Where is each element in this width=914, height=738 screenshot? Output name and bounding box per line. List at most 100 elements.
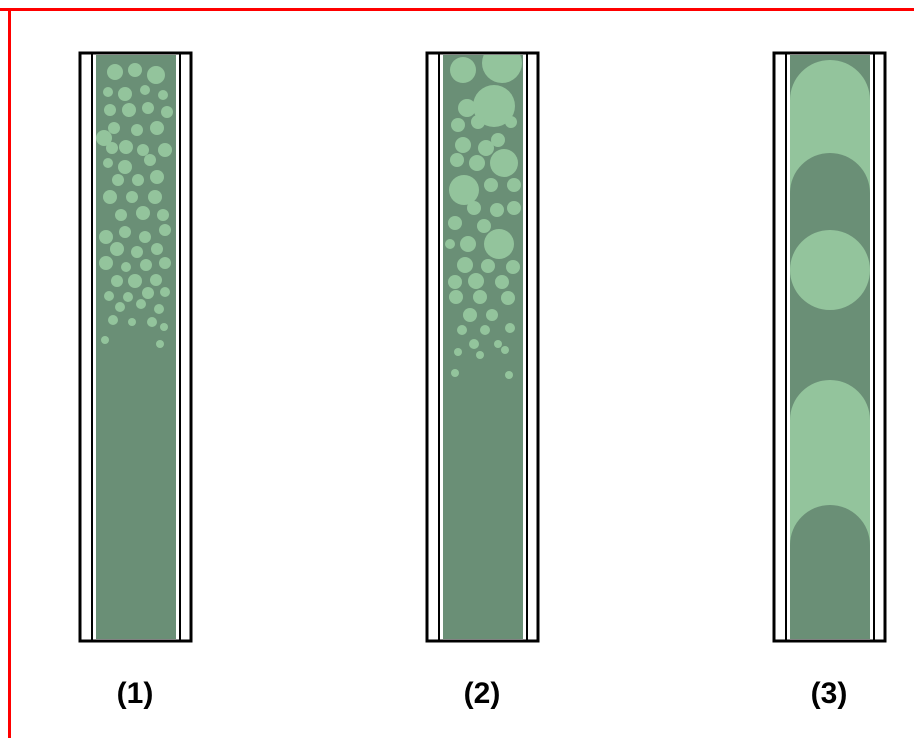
tube-1-bubble bbox=[128, 274, 142, 288]
tube-1-bubble bbox=[110, 242, 124, 256]
tube-2-bubble bbox=[491, 133, 505, 147]
tube-2-bubble bbox=[484, 178, 498, 192]
tube-1-bubble bbox=[151, 243, 163, 255]
tube-1-bubble bbox=[148, 190, 162, 204]
tube-1-bubble bbox=[131, 124, 143, 136]
tube-1-bubble bbox=[136, 299, 146, 309]
tube-1-bubble bbox=[139, 231, 151, 243]
tube-2-bubble bbox=[506, 260, 520, 274]
tube-1-bubble bbox=[115, 209, 127, 221]
tube-2-bubble bbox=[451, 369, 459, 377]
tube-3 bbox=[774, 53, 885, 641]
tube-2-bubble bbox=[495, 275, 509, 289]
tube-2-bubble bbox=[469, 155, 485, 171]
tube-1-bubble bbox=[118, 160, 132, 174]
tube-1-bubble bbox=[158, 90, 168, 100]
tube-1-bubble bbox=[131, 246, 143, 258]
tube-1-bubble bbox=[104, 291, 114, 301]
tube-2-bubble bbox=[449, 175, 479, 205]
tube-2-bubble bbox=[451, 118, 465, 132]
tube-1-bubble bbox=[142, 102, 154, 114]
tube-1-bubble bbox=[103, 190, 117, 204]
tube-2-bubble bbox=[469, 339, 479, 349]
tube-2-bubble bbox=[450, 57, 476, 83]
tube-2-bubble bbox=[448, 216, 462, 230]
tube-2-bubble bbox=[501, 291, 515, 305]
tube-1-bubble bbox=[160, 323, 168, 331]
tube-1-bubble bbox=[147, 317, 157, 327]
tube-2-bubble bbox=[455, 137, 471, 153]
tube-2-label: (2) bbox=[432, 677, 532, 711]
tube-1-bubble bbox=[103, 158, 113, 168]
tube-3-liquid-slug bbox=[790, 505, 870, 625]
tube-1-bubble bbox=[150, 274, 162, 286]
tube-1-bubble bbox=[121, 262, 131, 272]
tube-2-bubble bbox=[477, 219, 491, 233]
tube-1-bubble bbox=[119, 226, 131, 238]
tube-2-bubble bbox=[467, 201, 481, 215]
tube-2-bubble bbox=[494, 340, 502, 348]
tube-1-bubble bbox=[128, 318, 136, 326]
tube-2-bubble bbox=[445, 239, 455, 249]
tube-1-bubble bbox=[106, 142, 118, 154]
tube-1-bubble bbox=[136, 206, 150, 220]
tube-1-bubble bbox=[156, 340, 164, 348]
tube-2-bubble bbox=[507, 201, 521, 215]
tube-1-bubble bbox=[108, 315, 118, 325]
tube-2-bubble bbox=[460, 236, 476, 252]
tube-2-bubble bbox=[457, 257, 473, 273]
tube-2-bubble bbox=[468, 273, 484, 289]
tube-2-bubble bbox=[482, 43, 522, 83]
tube-2-bubble bbox=[486, 309, 498, 321]
tube-1-bubble bbox=[99, 230, 113, 244]
tube-2-bubble bbox=[505, 323, 515, 333]
tube-2-bubble bbox=[448, 275, 462, 289]
tube-2-bubble bbox=[481, 259, 495, 273]
tube-3-label: (3) bbox=[779, 677, 879, 711]
tube-2-bubble bbox=[457, 325, 467, 335]
tube-1-bubble bbox=[154, 304, 164, 314]
tube-1-bubble bbox=[103, 87, 113, 97]
tube-1-bubble bbox=[112, 174, 124, 186]
tube-1-bubble bbox=[108, 122, 120, 134]
tube-1-bubble bbox=[104, 104, 116, 116]
tube-1-bubble bbox=[157, 209, 169, 221]
tube-1-bubble bbox=[147, 66, 165, 84]
tube-2-bubble bbox=[507, 178, 521, 192]
tube-1-bubble bbox=[107, 64, 123, 80]
tube-2-bubble bbox=[490, 203, 504, 217]
tube-1-bubble bbox=[111, 275, 123, 287]
tube-1-bubble bbox=[99, 256, 113, 270]
tube-1-bubble bbox=[137, 144, 149, 156]
tube-1-bubble bbox=[160, 287, 170, 297]
tube-1-bubble bbox=[128, 63, 142, 77]
tube-1-bubble bbox=[161, 106, 173, 118]
tube-1-bubble bbox=[150, 121, 164, 135]
tube-2-bubble bbox=[458, 99, 476, 117]
tube-1-bubble bbox=[158, 143, 172, 157]
tube-1-bubble bbox=[142, 287, 154, 299]
tube-1-bubble bbox=[122, 103, 136, 117]
tube-3-gas-bubble bbox=[790, 230, 870, 310]
tube-1-bubble bbox=[132, 174, 144, 186]
tube-1-bubble bbox=[123, 292, 133, 302]
tube-1-bubble bbox=[118, 87, 132, 101]
tube-2-bubble bbox=[501, 346, 509, 354]
tube-2-bubble bbox=[505, 371, 513, 379]
tube-2-bubble bbox=[473, 290, 487, 304]
tube-2-bubble bbox=[450, 153, 464, 167]
tube-1-bubble bbox=[101, 336, 109, 344]
tube-1-bubble bbox=[115, 302, 125, 312]
tube-2-bubble bbox=[480, 325, 490, 335]
tube-1-bubble bbox=[144, 154, 156, 166]
tube-2-bubble bbox=[505, 116, 517, 128]
tube-2-bubble bbox=[490, 149, 518, 177]
tube-2-bubble bbox=[463, 308, 477, 322]
tube-1-bubble bbox=[159, 257, 171, 269]
tube-1-bubble bbox=[140, 259, 152, 271]
tube-1 bbox=[80, 53, 191, 641]
tube-1-bubble bbox=[159, 224, 171, 236]
tube-2-bubble bbox=[454, 348, 462, 356]
tube-2 bbox=[427, 43, 538, 641]
